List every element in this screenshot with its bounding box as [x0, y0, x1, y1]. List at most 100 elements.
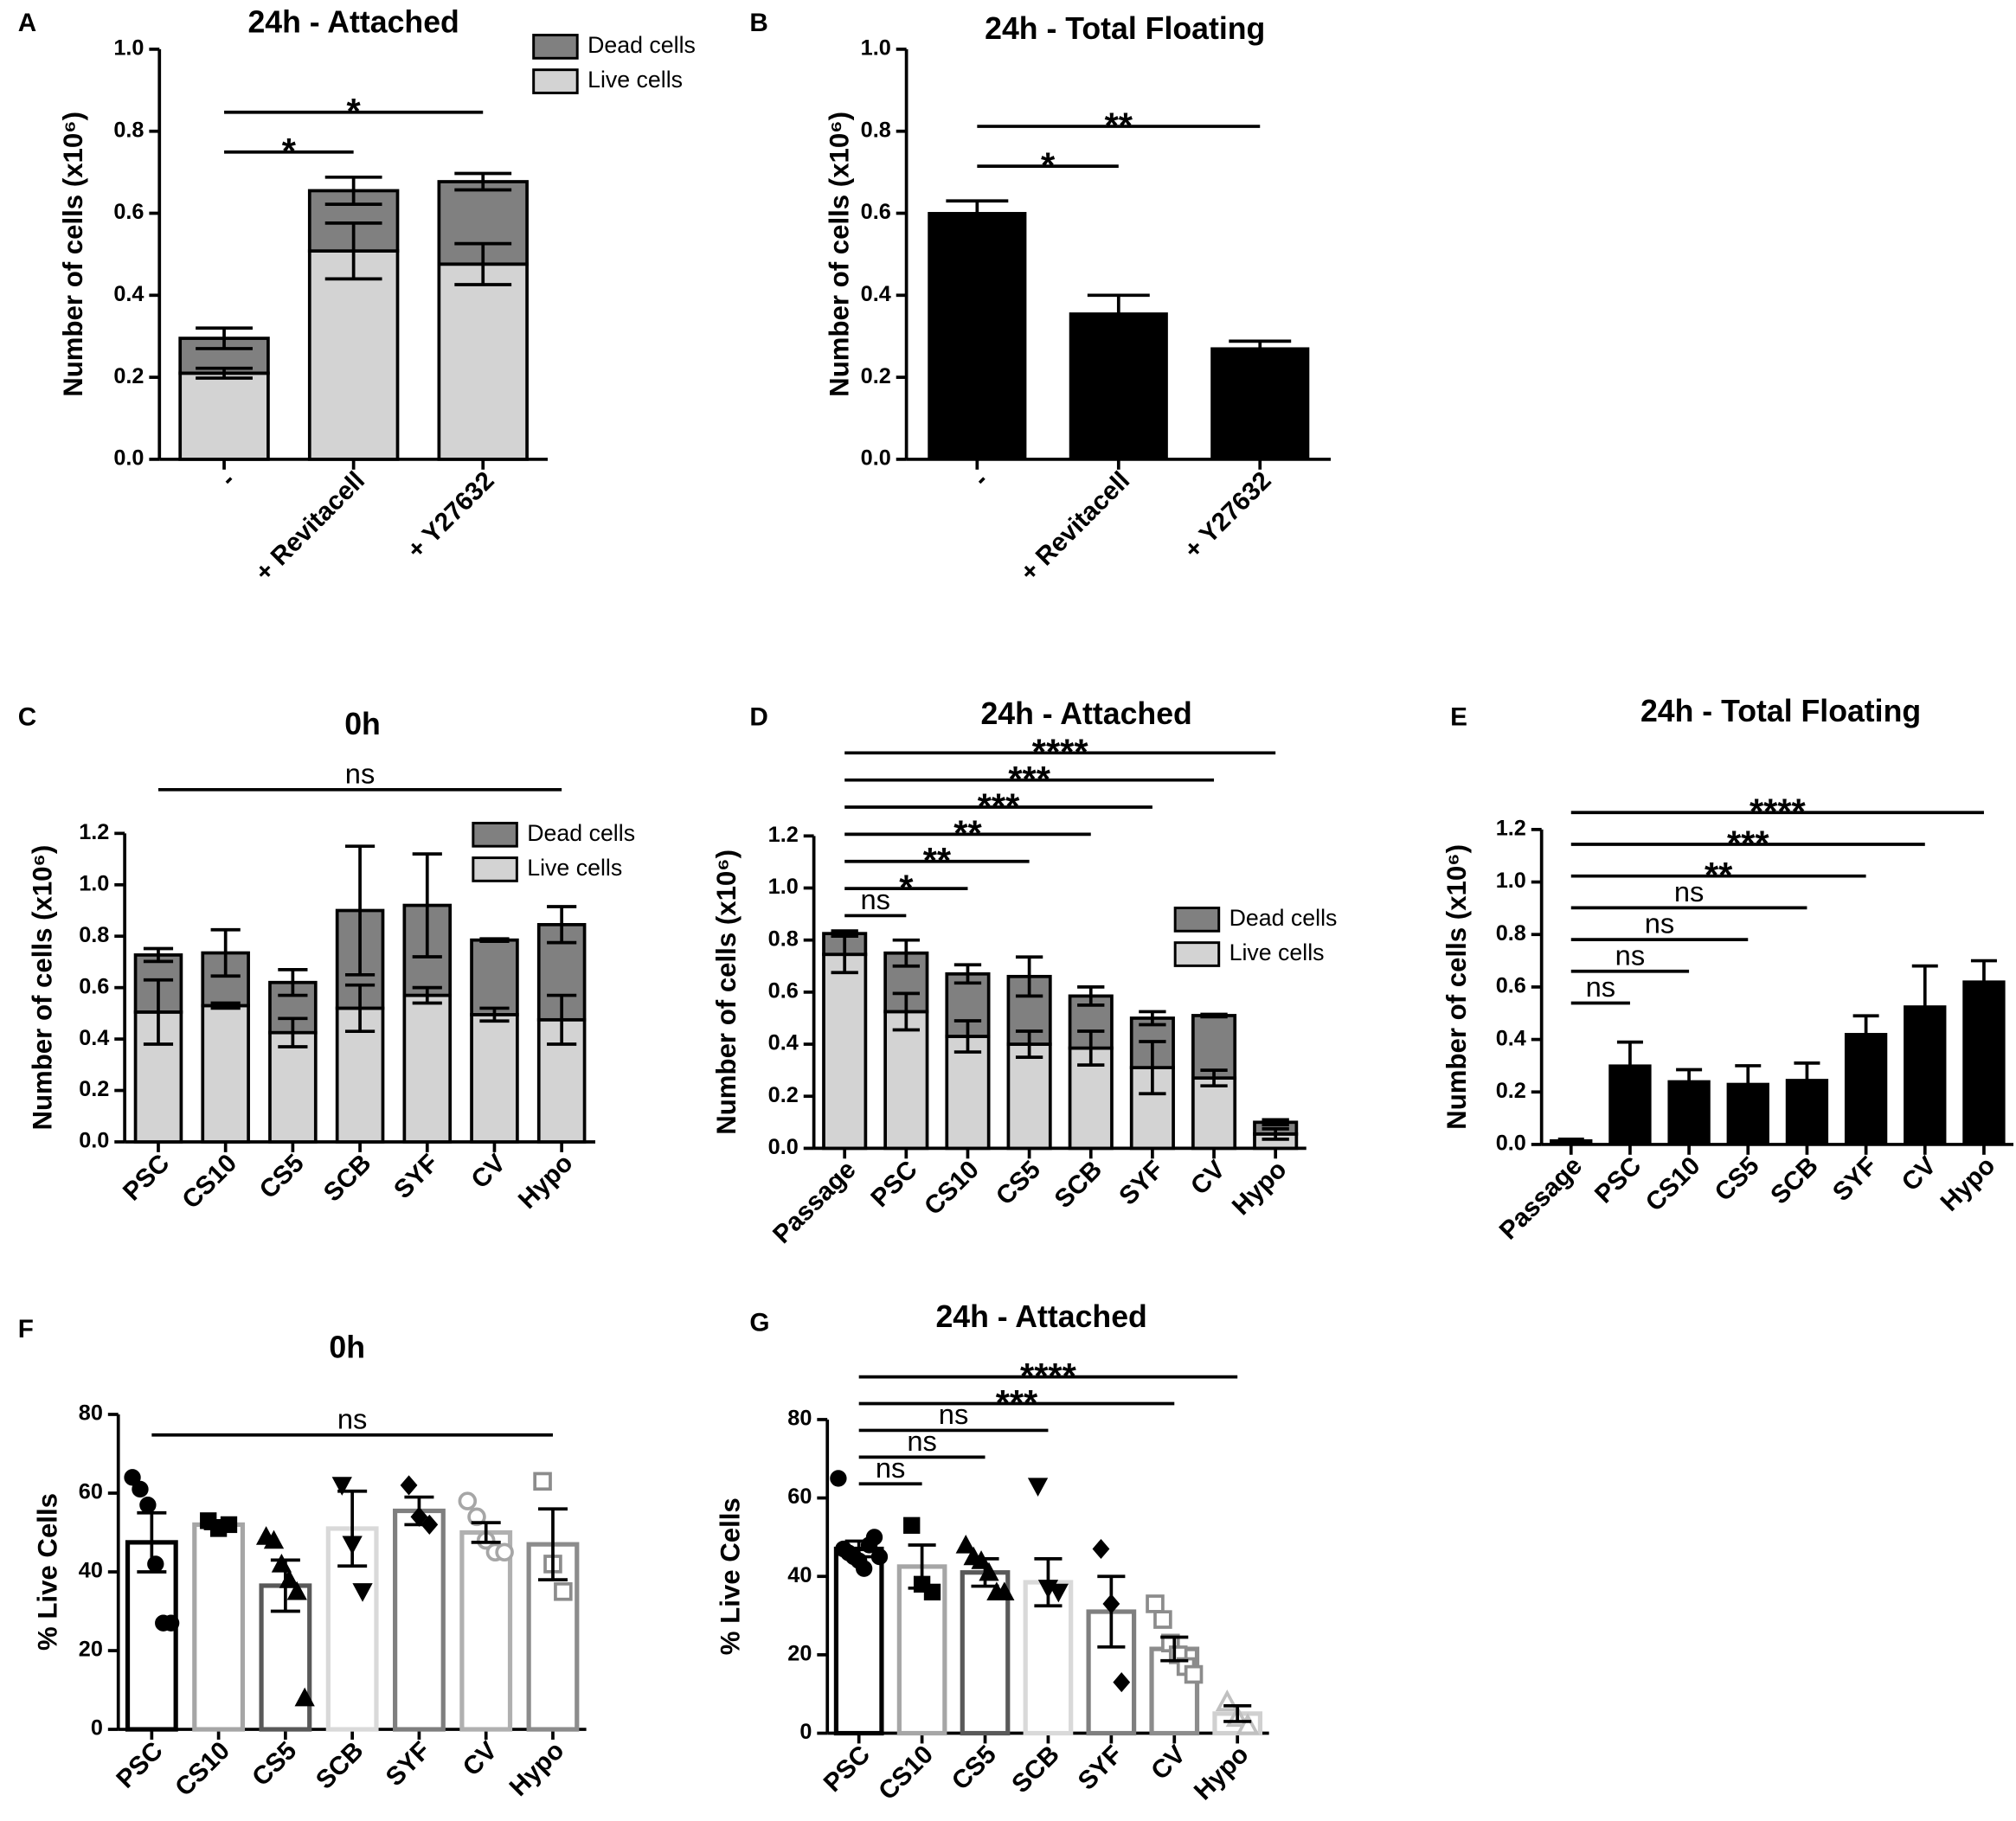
error-bar — [1077, 1029, 1105, 1067]
error-bar — [412, 985, 442, 1005]
data-point — [139, 1497, 157, 1514]
x-tick-label: SYF — [1073, 1740, 1128, 1795]
x-tick-label: Hypo — [1189, 1740, 1255, 1805]
legend-swatch — [532, 34, 579, 60]
error-bar — [337, 1489, 368, 1568]
significance-label: ** — [953, 813, 982, 854]
panel: G 24h - Attached% Live Cells020406080PSCC… — [715, 1299, 1269, 1805]
y-tick-label: 40 — [787, 1563, 812, 1587]
error-bar — [1015, 1029, 1043, 1059]
bar — [833, 1546, 884, 1736]
error-bar — [137, 1510, 167, 1574]
error-bar — [203, 1519, 234, 1530]
data-point — [1184, 1664, 1204, 1684]
legend-swatch — [532, 68, 579, 94]
y-tick-label: 0 — [799, 1720, 812, 1744]
error-bar — [1229, 339, 1292, 358]
data-point — [903, 1516, 921, 1534]
data-point — [554, 1582, 573, 1601]
significance-label: * — [347, 91, 362, 131]
x-tick-label: SCB — [311, 1736, 369, 1795]
y-axis-label: % Live Cells — [715, 1497, 745, 1655]
error-bar — [1794, 1061, 1820, 1100]
data-point — [1113, 1672, 1131, 1693]
x-tick-label: CS10 — [919, 1155, 985, 1221]
error-bar — [1262, 1126, 1289, 1141]
x-tick-label: SYF — [388, 1149, 444, 1204]
y-tick-label: 1.0 — [79, 871, 109, 895]
y-tick-label: 80 — [79, 1401, 103, 1426]
x-tick-label: CS10 — [873, 1740, 939, 1805]
significance-label: *** — [996, 1382, 1038, 1423]
bar-segment — [1191, 1076, 1237, 1151]
error-bar — [1200, 1012, 1228, 1019]
data-point — [352, 1583, 373, 1602]
x-tick-label: PSC — [865, 1155, 923, 1213]
x-tick-label: CS5 — [247, 1736, 302, 1792]
x-tick-label: Hypo — [513, 1149, 579, 1215]
chart-title: 0h — [329, 1330, 365, 1365]
x-tick-label: CS5 — [254, 1149, 310, 1204]
y-tick-label: 0 — [91, 1716, 103, 1741]
significance-label: **** — [1032, 732, 1089, 773]
x-tick-label: + Revitacell — [1015, 466, 1136, 587]
error-bar — [1034, 1556, 1063, 1608]
error-bar — [479, 1006, 510, 1023]
bar-segment — [201, 1003, 250, 1144]
y-tick-label: 0.4 — [861, 282, 891, 306]
y-tick-label: 0.6 — [861, 200, 891, 224]
error-bar — [908, 1543, 936, 1590]
y-axis-label: Number of cells (x10⁶) — [27, 845, 57, 1131]
y-tick-label: 0.8 — [861, 118, 891, 142]
x-tick-label: CV — [1146, 1740, 1191, 1786]
bar — [459, 1529, 513, 1732]
bar — [1023, 1580, 1074, 1736]
y-axis-label: Number of cells (x10⁶) — [825, 112, 855, 397]
y-tick-label: 0.0 — [861, 446, 891, 471]
x-tick-label: - — [215, 466, 241, 492]
y-tick-label: 0.0 — [768, 1135, 799, 1159]
bar-segment — [437, 262, 529, 461]
significance-label: ns — [1615, 939, 1646, 971]
bar-segment — [822, 952, 868, 1151]
x-tick-label: SYF — [381, 1736, 436, 1792]
bar-segment — [1191, 1014, 1237, 1080]
y-tick-label: 0.6 — [113, 200, 144, 224]
chart-title: 24h - Attached — [980, 696, 1191, 731]
panel: F 0h % Live Cells 0 20 40 60 80 PSC CS10 CS5 SCB SYF… — [18, 1315, 587, 1802]
data-point — [124, 1469, 141, 1486]
error-bar — [1557, 1138, 1584, 1144]
error-bar — [946, 199, 1009, 228]
y-tick-label: 0.8 — [1496, 921, 1526, 946]
error-bar — [471, 1521, 501, 1544]
error-bar — [1139, 1010, 1166, 1027]
significance-label: ** — [1105, 105, 1133, 145]
significance-label: ** — [1705, 855, 1733, 895]
error-bar — [1200, 1068, 1228, 1088]
significance-label: **** — [1750, 792, 1807, 832]
legend-label: Live cells — [527, 855, 622, 881]
y-tick-label: 0.2 — [113, 364, 144, 388]
significance-label: ns — [345, 757, 376, 789]
error-bar — [1735, 1064, 1762, 1105]
x-tick-label: PSC — [819, 1740, 876, 1798]
y-tick-label: 1.0 — [113, 36, 144, 61]
data-point — [331, 1477, 352, 1496]
data-point — [271, 1553, 292, 1573]
y-tick-label: 60 — [787, 1484, 812, 1509]
chart-title: 24h - Total Floating — [985, 11, 1265, 46]
data-point — [1153, 1610, 1172, 1629]
data-point — [294, 1687, 315, 1707]
x-tick-label: SCB — [1006, 1740, 1065, 1799]
panel-letter: E — [1450, 703, 1467, 732]
x-tick-label: + Revitacell — [250, 466, 371, 587]
bar-segment — [268, 1030, 318, 1144]
significance-label: ns — [1674, 875, 1705, 907]
y-tick-label: 1.0 — [1496, 869, 1526, 893]
x-tick-label: + Y27632 — [1178, 466, 1276, 564]
data-point — [1092, 1538, 1110, 1560]
x-tick-label: PSC — [1589, 1151, 1647, 1209]
error-bar — [844, 1539, 873, 1559]
error-bar — [953, 963, 982, 985]
significance-label: * — [1041, 144, 1056, 185]
